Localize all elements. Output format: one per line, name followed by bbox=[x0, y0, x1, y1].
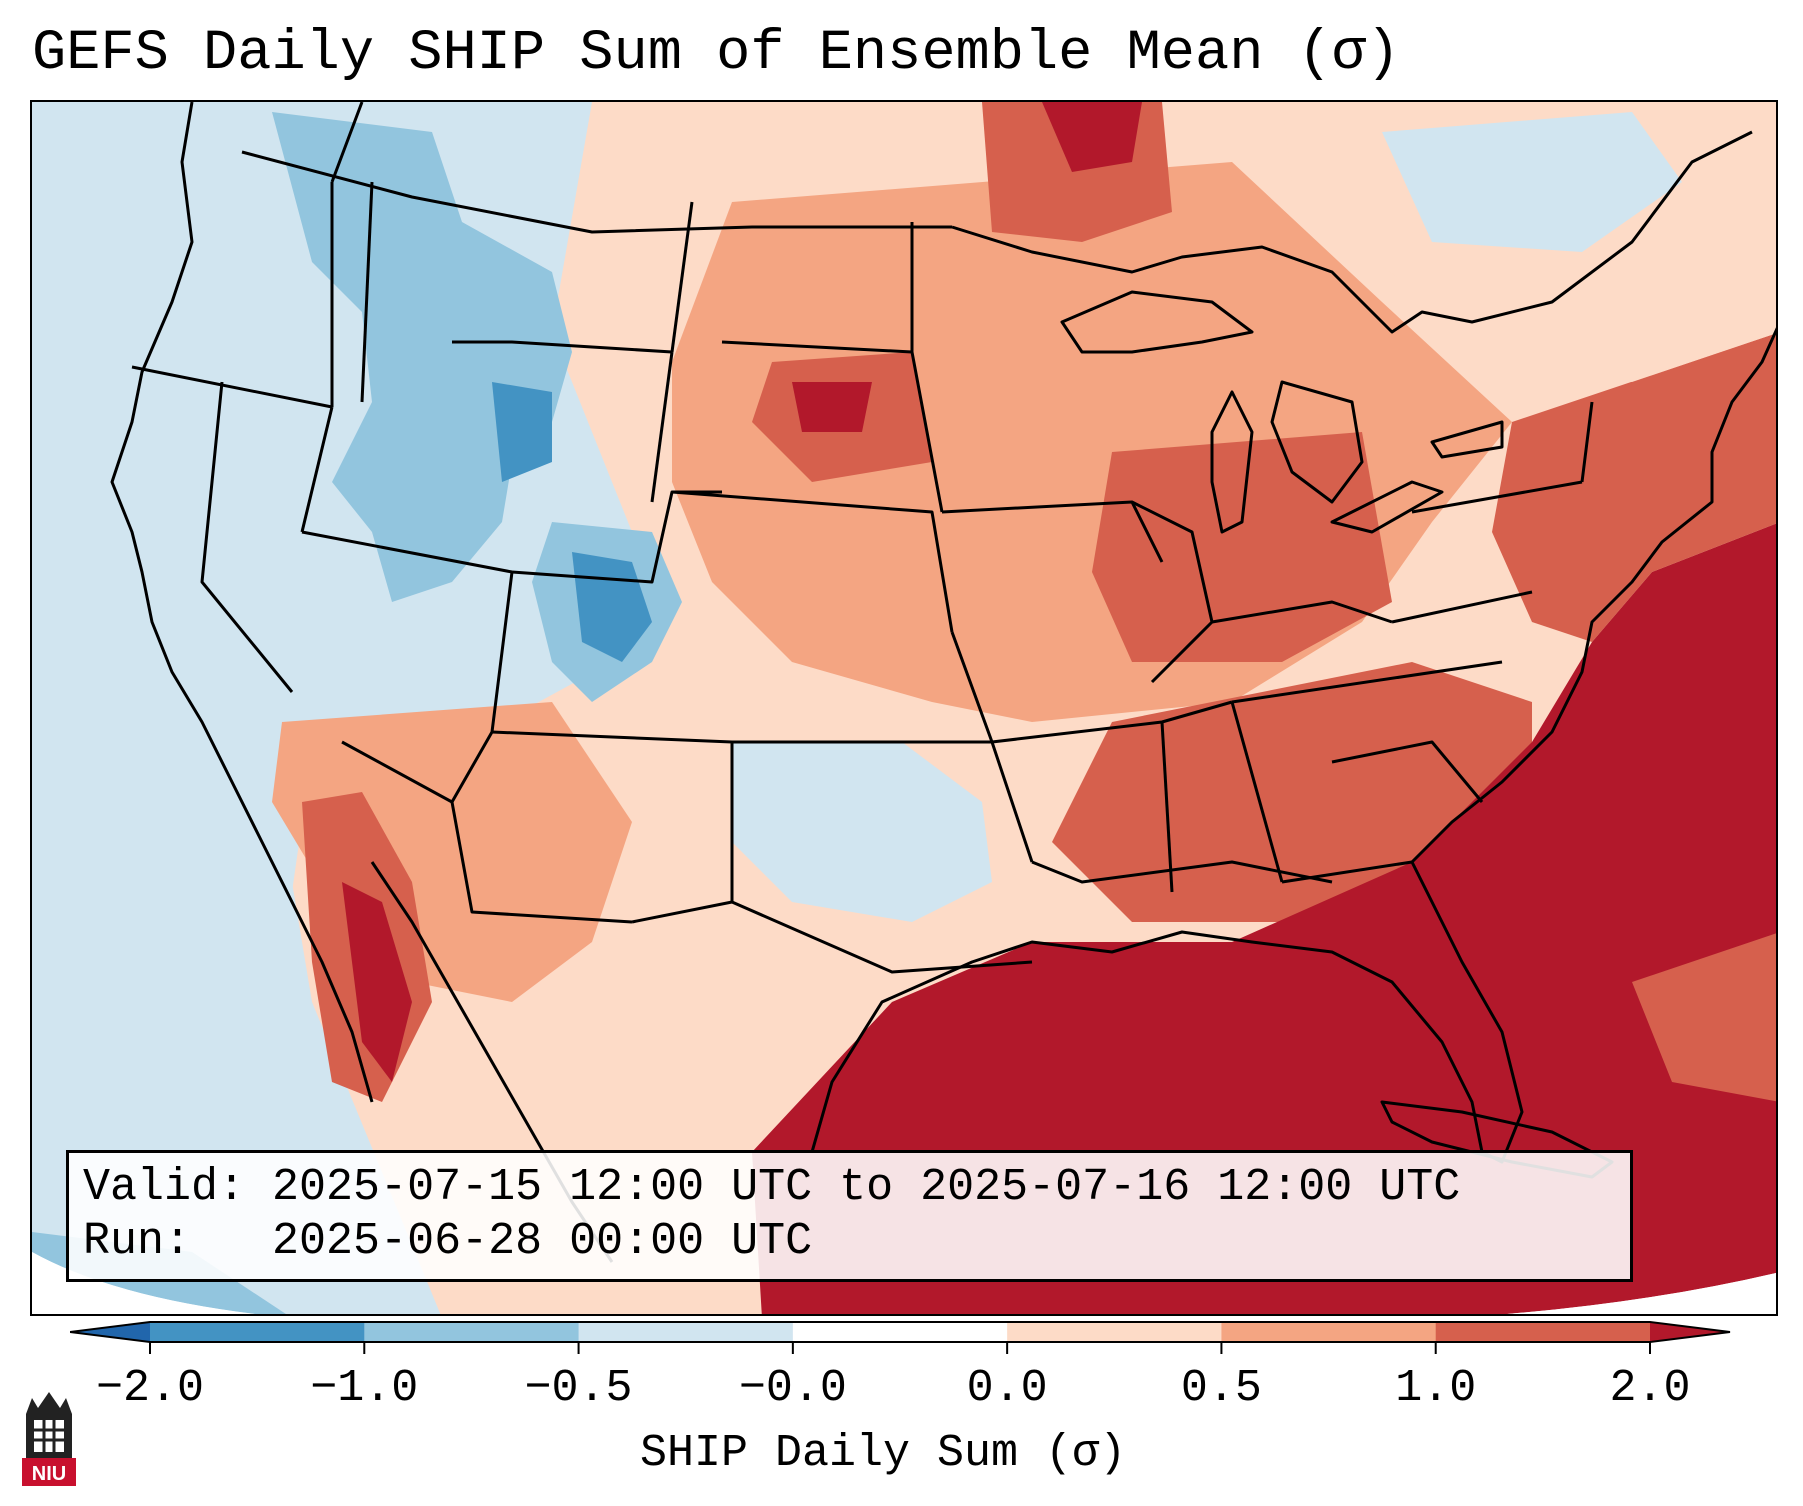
lake-michigan bbox=[1210, 390, 1254, 534]
colorbar-segments bbox=[150, 1322, 1651, 1342]
state-line bbox=[491, 730, 734, 924]
state-line bbox=[1411, 480, 1583, 514]
state-line bbox=[650, 351, 674, 503]
state-line bbox=[511, 490, 722, 584]
canada-us-border-west bbox=[241, 150, 952, 234]
colorbar-tick-label: 0.0 bbox=[966, 1363, 1048, 1414]
state-line bbox=[301, 530, 513, 574]
lake-ontario bbox=[1430, 420, 1504, 459]
outside-projection-left bbox=[32, 1252, 256, 1314]
colorbar-segment bbox=[578, 1322, 794, 1342]
valid-value: 2025-07-15 12:00 UTC to 2025-07-16 12:00… bbox=[272, 1162, 1461, 1213]
state-line bbox=[1281, 860, 1413, 884]
atlantic-coastline bbox=[1410, 327, 1776, 864]
dakota-core-field bbox=[792, 382, 872, 432]
lake-superior bbox=[1060, 290, 1254, 354]
logo-text: NIU bbox=[32, 1463, 66, 1485]
idaho-montana-field bbox=[272, 112, 572, 602]
colorbar-tick-label: 2.0 bbox=[1609, 1363, 1691, 1414]
state-line bbox=[452, 340, 673, 354]
gulf-coastline bbox=[810, 861, 1524, 1164]
colorbar-tick-label: −2.0 bbox=[95, 1363, 205, 1414]
colorbar-tick-label: −0.0 bbox=[738, 1363, 847, 1414]
logo-window bbox=[34, 1420, 64, 1452]
baja-core-field bbox=[342, 882, 412, 1082]
state-line bbox=[671, 490, 954, 633]
state-line bbox=[1391, 590, 1533, 624]
logo-badge bbox=[22, 1458, 76, 1486]
wyoming-core-field bbox=[492, 382, 552, 482]
state-line bbox=[131, 365, 333, 409]
map-panel bbox=[30, 100, 1778, 1316]
canada-us-border-east bbox=[951, 130, 1753, 334]
colorbar-segment bbox=[792, 1322, 1008, 1342]
state-line bbox=[1131, 500, 1214, 684]
northeast-atlantic-field bbox=[1492, 332, 1776, 642]
state-line bbox=[1031, 860, 1333, 884]
colorbar-segment bbox=[1435, 1322, 1651, 1342]
state-line bbox=[330, 102, 364, 183]
atlantic-patch-field bbox=[1632, 932, 1776, 1102]
run-line: Run: 2025-06-28 00:00 UTC bbox=[83, 1215, 1630, 1269]
colorbar-segment bbox=[364, 1322, 580, 1342]
valid-line: Valid: 2025-07-15 12:00 UTC to 2025-07-1… bbox=[83, 1161, 1630, 1215]
colorbar-segment bbox=[1007, 1322, 1222, 1342]
state-line bbox=[1331, 740, 1484, 803]
colorbar-label: SHIP Daily Sum (σ) bbox=[640, 1428, 1127, 1479]
info-box: Valid: 2025-07-15 12:00 UTC to 2025-07-1… bbox=[66, 1150, 1633, 1282]
state-line bbox=[1231, 660, 1503, 704]
outside-projection-right bbox=[1507, 1272, 1776, 1314]
colorbar-tick-label: 1.0 bbox=[1395, 1363, 1477, 1414]
valid-label: Valid: bbox=[83, 1162, 246, 1213]
lake-erie bbox=[1330, 480, 1444, 534]
manitoba-core-field bbox=[1042, 102, 1142, 172]
colorbar-segment bbox=[1221, 1322, 1437, 1342]
state-line bbox=[200, 381, 294, 693]
map-title: GEFS Daily SHIP Sum of Ensemble Mean (σ) bbox=[32, 22, 1401, 86]
state-line bbox=[450, 801, 633, 924]
state-line bbox=[950, 631, 994, 743]
state-line bbox=[360, 181, 374, 403]
colorbar-ticks bbox=[149, 1342, 1651, 1354]
quebec-light-field bbox=[1382, 112, 1682, 252]
colorbar-under-arrow bbox=[70, 1322, 150, 1342]
logo-window-bars bbox=[34, 1420, 64, 1452]
texas-field bbox=[732, 742, 992, 922]
run-value: 2025-06-28 00:00 UTC bbox=[272, 1216, 813, 1267]
state-line bbox=[1230, 701, 1284, 883]
colorbar-tick-label: 0.5 bbox=[1180, 1363, 1262, 1414]
state-line bbox=[300, 406, 334, 533]
state-line bbox=[731, 900, 1033, 974]
state-line bbox=[1580, 401, 1594, 483]
lake-huron bbox=[1270, 380, 1364, 504]
niu-logo-icon: NIU bbox=[22, 1392, 76, 1486]
state-line bbox=[670, 201, 694, 353]
colorbar bbox=[70, 1321, 1731, 1354]
colorbar-segment bbox=[150, 1322, 365, 1342]
colorbar-tick-label: −0.5 bbox=[524, 1363, 633, 1414]
atlantic-gulf-field bbox=[752, 522, 1776, 1314]
state-line bbox=[1211, 600, 1393, 624]
colorbar-tick-label: −1.0 bbox=[310, 1363, 419, 1414]
ship-map bbox=[32, 102, 1776, 1314]
state-line bbox=[341, 740, 453, 804]
southeast-field bbox=[1052, 662, 1532, 922]
run-label: Run: bbox=[83, 1216, 192, 1267]
pacific-coastline bbox=[110, 102, 374, 1103]
colorbar-over-arrow bbox=[1650, 1322, 1730, 1342]
state-line bbox=[1160, 721, 1174, 893]
